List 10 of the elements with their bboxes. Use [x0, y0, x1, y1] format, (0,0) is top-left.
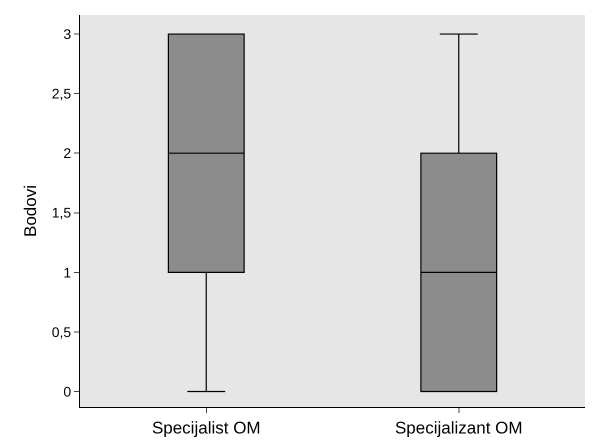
x-tick-label: Specijalist OM	[152, 418, 261, 438]
y-tick-label: 1	[63, 264, 72, 280]
y-tick-label: 1,5	[52, 204, 72, 221]
y-axis-title: Bodovi	[21, 185, 40, 237]
x-tick-label: Specijalizant OM	[394, 418, 523, 438]
y-tick-label: 0,5	[52, 324, 72, 340]
y-tick-label: 3	[63, 26, 72, 42]
y-tick-label: 2	[63, 145, 72, 162]
y-tick-label: 2,5	[52, 86, 72, 102]
y-tick-label: 0	[63, 383, 72, 400]
